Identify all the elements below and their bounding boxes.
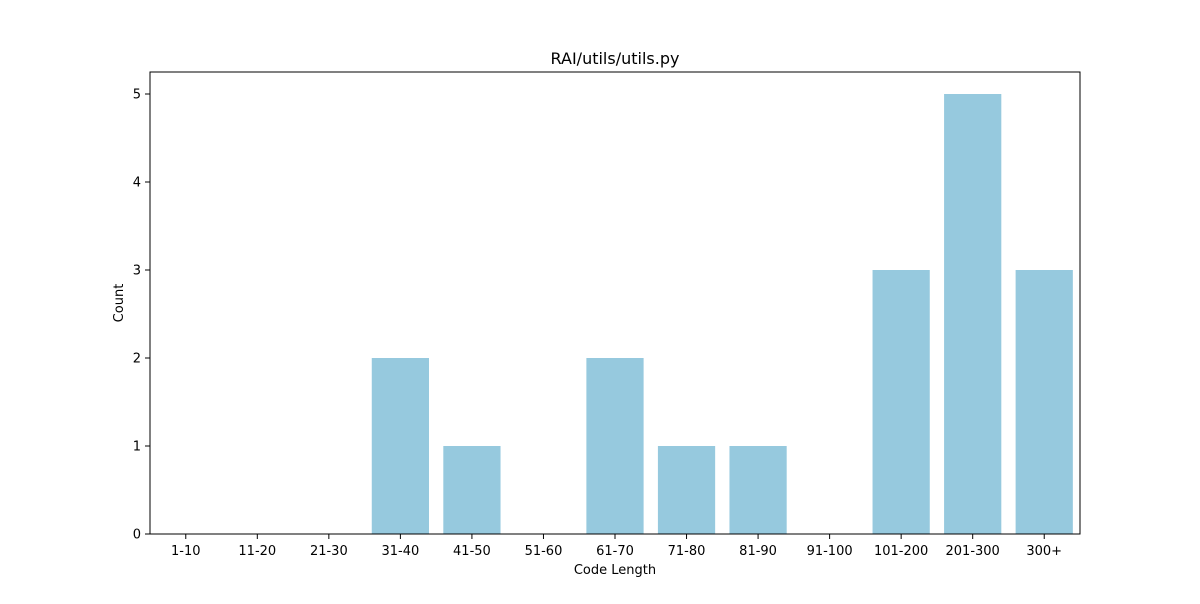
bar-61-70	[586, 358, 643, 534]
bar-101-200	[873, 270, 930, 534]
y-axis-label: Count	[112, 284, 127, 323]
chart-title: RAI/utils/utils.py	[551, 49, 680, 68]
x-axis-label: Code Length	[574, 563, 656, 578]
x-tick-label: 201-300	[946, 544, 1000, 559]
x-tick-label: 11-20	[238, 544, 276, 559]
bars-group	[372, 94, 1073, 534]
y-tick-label: 1	[133, 440, 141, 455]
y-tick-label: 0	[133, 528, 141, 543]
bar-41-50	[443, 446, 500, 534]
bar-201-300	[944, 94, 1001, 534]
x-tick-label: 61-70	[596, 544, 634, 559]
x-axis-ticks: 1-10 11-20 21-30 31-40 41-50 51-60 61-70 71-80 8…	[171, 534, 1062, 559]
bar-71-80	[658, 446, 715, 534]
x-tick-label: 31-40	[381, 544, 419, 559]
bar-300+	[1016, 270, 1073, 534]
x-tick-label: 71-80	[668, 544, 706, 559]
x-tick-label: 21-30	[310, 544, 348, 559]
x-tick-label: 101-200	[874, 544, 928, 559]
x-tick-label: 1-10	[171, 544, 201, 559]
y-tick-label: 4	[133, 176, 141, 191]
bar-81-90	[729, 446, 786, 534]
y-tick-label: 2	[133, 352, 141, 367]
x-tick-label: 81-90	[739, 544, 777, 559]
x-tick-label: 41-50	[453, 544, 491, 559]
y-tick-label: 3	[133, 264, 141, 279]
x-tick-label: 91-100	[807, 544, 853, 559]
x-tick-label: 300+	[1026, 544, 1062, 559]
x-tick-label: 51-60	[525, 544, 563, 559]
y-tick-label: 5	[133, 88, 141, 103]
y-axis-ticks: 0 1 2 3 4 5	[133, 88, 150, 543]
bar-31-40	[372, 358, 429, 534]
